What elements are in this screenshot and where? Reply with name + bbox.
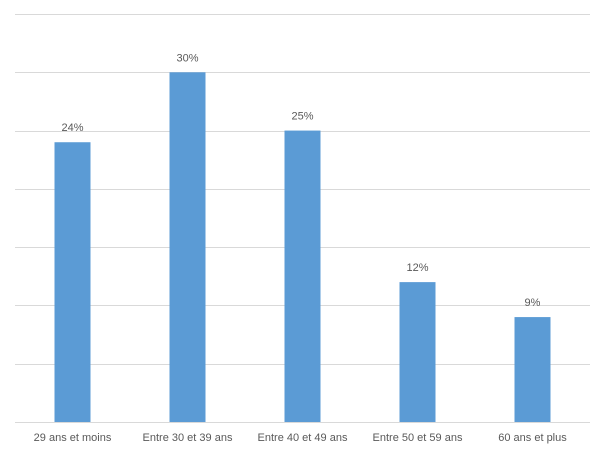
category-label: 60 ans et plus [498, 432, 567, 444]
bar [54, 142, 91, 422]
category-labels: 29 ans et moins Entre 30 et 39 ans Entre 4… [34, 432, 568, 444]
category-label: Entre 40 et 49 ans [258, 432, 348, 444]
category-label: Entre 50 et 59 ans [373, 432, 463, 444]
data-labels: 24% 30% 25% 12% 9% [61, 52, 540, 309]
bar [399, 282, 436, 422]
category-label: 29 ans et moins [34, 432, 112, 444]
bar [514, 317, 551, 422]
bars [54, 72, 551, 423]
data-label: 12% [406, 262, 428, 274]
bar [284, 130, 321, 423]
data-label: 9% [525, 297, 541, 309]
data-label: 30% [176, 52, 198, 64]
data-label: 25% [291, 111, 313, 123]
data-label: 24% [61, 122, 83, 134]
category-label: Entre 30 et 39 ans [143, 432, 233, 444]
bar [169, 72, 206, 423]
